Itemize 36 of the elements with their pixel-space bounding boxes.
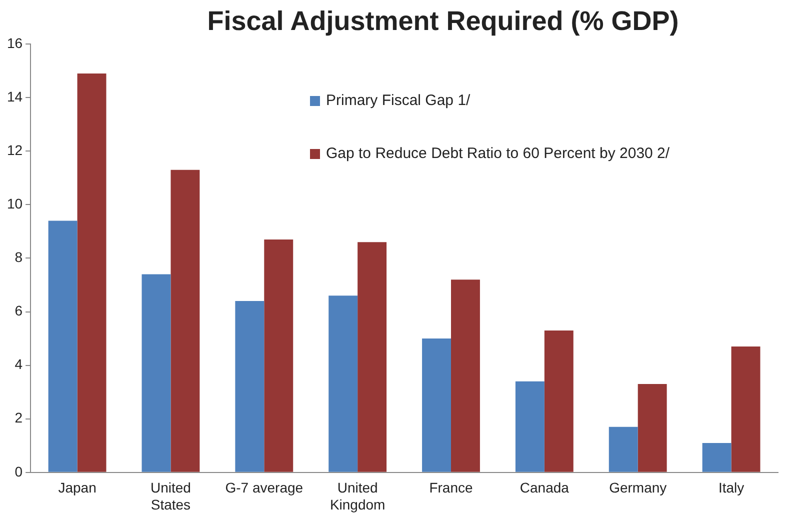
bar [264, 239, 294, 472]
bar [422, 338, 451, 472]
x-tick-label: United States [150, 480, 191, 512]
y-tick-label: 0 [14, 463, 23, 480]
legend-label: Gap to Reduce Debt Ratio to 60 Percent by 2030 2/ [326, 145, 670, 162]
bar [515, 381, 544, 472]
y-tick-label: 16 [6, 34, 23, 51]
bar [544, 330, 574, 472]
y-tick-label: 12 [6, 142, 23, 158]
x-tick-label: Germany [609, 480, 667, 496]
bar [608, 426, 638, 472]
x-tick-label: Canada [520, 480, 570, 496]
bar [702, 442, 732, 472]
legend-label: Primary Fiscal Gap 1/ [326, 92, 470, 109]
x-tick-label: G-7 average [225, 480, 304, 496]
bar [170, 170, 200, 472]
bar [451, 280, 480, 472]
bar [142, 274, 171, 472]
y-tick-label: 8 [14, 249, 23, 266]
bar [77, 73, 106, 472]
x-tick-label: France [429, 480, 473, 496]
x-tick-label: United Kingdom [330, 480, 386, 512]
y-tick-label: 2 [14, 410, 23, 426]
y-tick-label: 14 [6, 88, 23, 104]
y-tick-label: 6 [14, 302, 23, 319]
bar [358, 242, 387, 472]
bar [638, 384, 667, 472]
x-tick-label: Italy [718, 480, 744, 496]
x-tick-label: Japan [58, 480, 96, 496]
bar [48, 220, 78, 472]
bar [731, 346, 760, 472]
y-tick-label: 10 [6, 196, 23, 212]
y-tick-label: 4 [14, 356, 23, 372]
bar [235, 301, 264, 472]
chart-title: Fiscal Adjustment Required (% GDP) [206, 6, 680, 37]
bar [328, 296, 358, 472]
